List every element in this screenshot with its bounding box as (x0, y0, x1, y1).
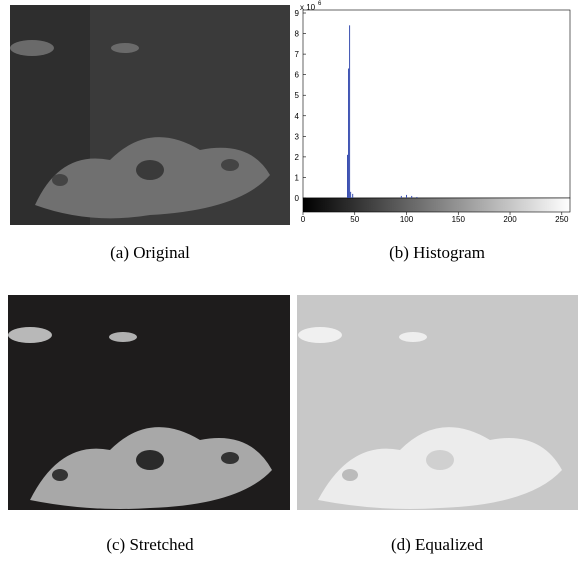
x-tick-label: 250 (555, 215, 569, 224)
caption: (b) Histogram (389, 243, 485, 262)
y-tick-label: 5 (295, 91, 300, 100)
bar (348, 68, 350, 198)
y-tick-label: 1 (295, 173, 300, 182)
y-tick-label: 8 (295, 30, 300, 39)
x-tick-label: 200 (503, 215, 517, 224)
y-tick-label: 9 (295, 9, 300, 18)
original-image (10, 5, 290, 225)
x-tick-label: 0 (301, 215, 306, 224)
y-tick-label: 7 (295, 50, 300, 59)
y-multiplier: x 10 (300, 3, 316, 12)
bar (416, 196, 418, 198)
bar (350, 191, 352, 198)
y-tick-label: 3 (295, 132, 300, 141)
histogram (302, 9, 571, 213)
x-tick-label: 150 (452, 215, 466, 224)
y-tick-label: 6 (295, 71, 300, 80)
y-multiplier-exponent: 6 (318, 1, 322, 7)
bar (347, 154, 349, 198)
x-tick-label: 100 (400, 215, 414, 224)
bar (406, 194, 408, 198)
equalized-image (297, 295, 578, 510)
caption: (a) Original (110, 243, 190, 262)
bar (352, 193, 354, 198)
bar (400, 195, 402, 198)
y-tick-label: 4 (295, 112, 300, 121)
caption: (c) Stretched (106, 535, 194, 554)
stretched-image (8, 295, 290, 510)
caption: (d) Equalized (391, 535, 484, 554)
y-tick-label: 0 (295, 194, 300, 203)
bar (349, 25, 351, 199)
y-tick-label: 2 (295, 153, 300, 162)
x-tick-label: 50 (350, 215, 359, 224)
bar (411, 195, 413, 198)
